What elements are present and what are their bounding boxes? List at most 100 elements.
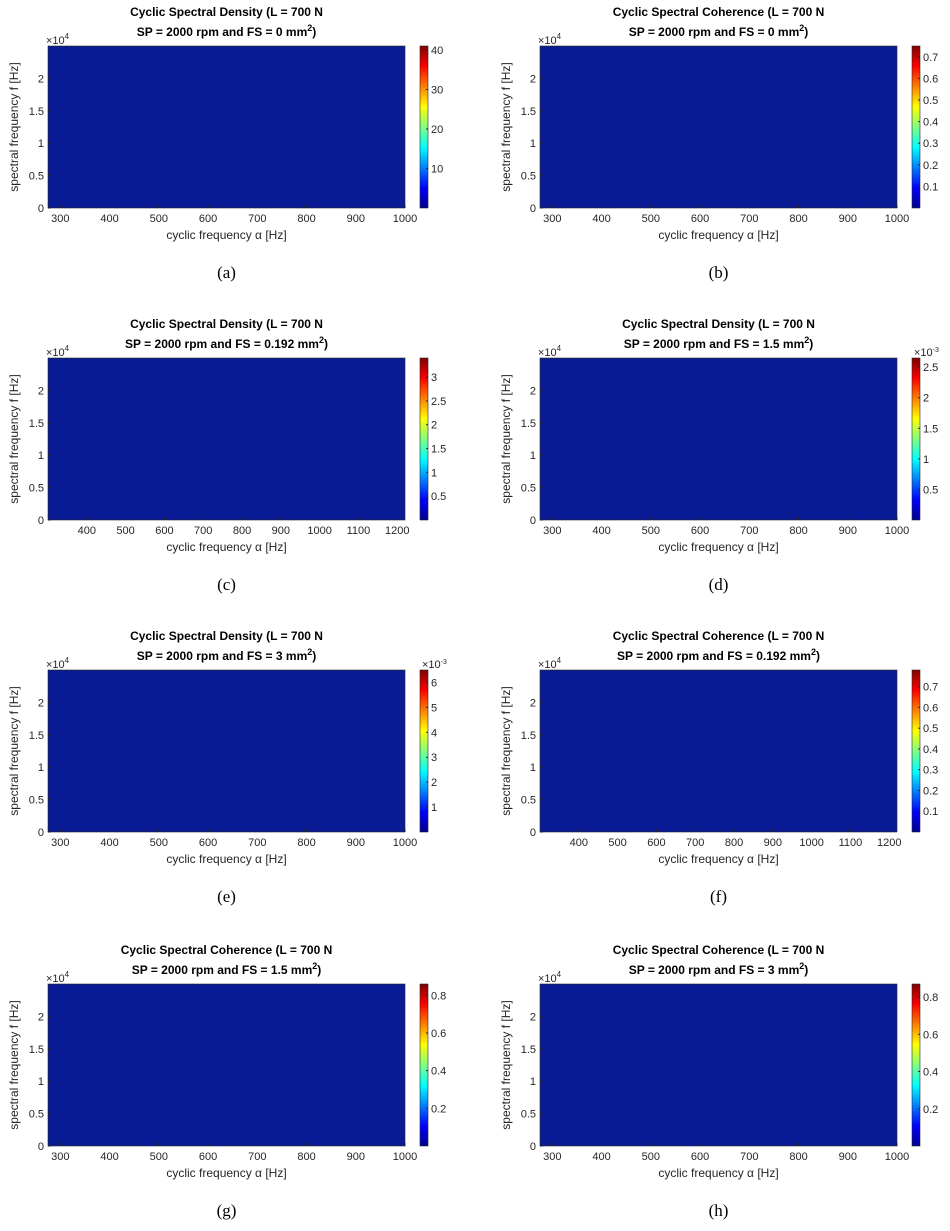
x-tick-label: 1100 [839, 837, 863, 849]
y-tick-label: 0 [530, 515, 536, 527]
y-tick-label: 2 [530, 73, 536, 85]
colorbar-tick-label: 2 [431, 420, 437, 432]
y-tick-label: 1 [38, 762, 44, 774]
x-tick-label: 800 [233, 525, 251, 537]
x-tick-label: 600 [199, 213, 217, 225]
y-exponent: ×104 [538, 970, 562, 985]
colorbar-tick-label: 4 [431, 727, 437, 739]
colorbar-tick-label: 1 [923, 454, 929, 466]
x-tick-label: 800 [725, 837, 743, 849]
subtitle-text: SP = 2000 rpm and FS = 0 mm [629, 25, 800, 39]
x-tick-label: 300 [51, 1151, 69, 1163]
caption: (h) [709, 1201, 729, 1220]
x-axis-label: cyclic frequency α [Hz] [658, 540, 778, 554]
x-tick-label: 900 [839, 213, 857, 225]
x-axis-label: cyclic frequency α [Hz] [166, 540, 286, 554]
y-tick-label: 0.5 [29, 1109, 44, 1121]
y-tick-label: 2 [38, 73, 44, 85]
subtitle-end: ) [317, 963, 321, 977]
colorbar-tick-label: 0.3 [923, 138, 938, 150]
caption: (c) [217, 575, 236, 594]
x-tick-label: 400 [592, 213, 610, 225]
subtitle-end: ) [809, 337, 813, 351]
exp-base: ×10 [422, 659, 441, 671]
colorbar-tick-label: 1 [431, 467, 437, 479]
subtitle-sup: 2 [804, 335, 809, 345]
chart-title: Cyclic Spectral Density (L = 700 N [130, 629, 323, 643]
colorbar-tick-label: 0.2 [923, 785, 938, 797]
y-exponent: ×104 [538, 32, 562, 47]
x-tick-label: 600 [199, 1151, 217, 1163]
y-exponent: ×104 [46, 344, 70, 359]
x-tick-label: 300 [51, 213, 69, 225]
exp-power: 4 [557, 656, 562, 665]
colorbar [419, 983, 429, 1147]
colorbar-tick-label: 2.5 [923, 362, 938, 374]
x-tick-label: 900 [839, 525, 857, 537]
y-tick-label: 1 [38, 1076, 44, 1088]
y-tick-label: 0.5 [521, 483, 536, 495]
chart-subtitle: SP = 2000 rpm and FS = 3 mm2) [137, 647, 317, 663]
exp-base: ×10 [46, 347, 65, 359]
x-tick-label: 700 [248, 213, 266, 225]
y-tick-label: 2 [38, 697, 44, 709]
caption: (a) [217, 263, 236, 282]
x-tick-label: 800 [789, 213, 807, 225]
y-tick-label: 1.5 [29, 418, 44, 430]
colorbar-tick-label: 20 [431, 124, 443, 136]
y-exponent: ×104 [46, 656, 70, 671]
colorbar-tick-label: 2 [431, 777, 437, 789]
x-tick-label: 600 [647, 837, 665, 849]
heatmap-field [47, 983, 406, 1147]
y-axis-label: spectral frequency f [Hz] [7, 374, 21, 503]
subtitle-text: SP = 2000 rpm and FS = 0.192 mm [125, 337, 319, 351]
colorbar-tick-label: 0.5 [923, 484, 938, 496]
x-tick-label: 800 [297, 213, 315, 225]
y-tick-label: 1.5 [29, 106, 44, 118]
y-tick-label: 2 [38, 1011, 44, 1023]
y-tick-label: 1.5 [521, 1044, 536, 1056]
caption: (b) [709, 263, 729, 282]
subtitle-end: ) [312, 649, 316, 663]
exp-base: ×10 [46, 973, 65, 985]
x-tick-label: 1000 [885, 213, 909, 225]
exp-base: ×10 [538, 35, 557, 47]
colorbar-tick-label: 5 [431, 702, 437, 714]
colorbar-tick-label: 0.2 [923, 160, 938, 172]
x-tick-label: 700 [248, 1151, 266, 1163]
x-tick-label: 900 [272, 525, 290, 537]
panel: Cyclic Spectral Density (L = 700 N SP = 2… [7, 5, 443, 282]
exp-power: 4 [65, 656, 70, 665]
x-tick-label: 700 [740, 525, 758, 537]
x-tick-label: 800 [297, 1151, 315, 1163]
x-tick-label: 700 [740, 1151, 758, 1163]
y-tick-label: 0 [38, 1141, 44, 1153]
colorbar [419, 669, 429, 833]
colorbar [911, 983, 921, 1147]
chart-subtitle: SP = 2000 rpm and FS = 0 mm2) [629, 23, 809, 39]
panel: Cyclic Spectral Density (L = 700 N SP = 2… [7, 317, 446, 594]
colorbar-tick-label: 0.6 [431, 1028, 446, 1040]
x-tick-label: 500 [608, 837, 626, 849]
panel: Cyclic Spectral Coherence (L = 700 N SP =… [499, 943, 938, 1220]
y-exponent: ×104 [538, 656, 562, 671]
colorbar-tick-label: 2 [923, 393, 929, 405]
exp-base: ×10 [46, 659, 65, 671]
caption: (g) [217, 1201, 237, 1220]
x-tick-label: 1000 [393, 213, 417, 225]
x-tick-label: 400 [100, 1151, 118, 1163]
y-tick-label: 2 [530, 697, 536, 709]
x-tick-label: 900 [839, 1151, 857, 1163]
x-tick-label: 400 [592, 1151, 610, 1163]
colorbar-tick-label: 40 [431, 45, 443, 57]
x-tick-label: 500 [150, 213, 168, 225]
exp-base: ×10 [538, 973, 557, 985]
subtitle-sup: 2 [312, 961, 317, 971]
x-tick-label: 600 [691, 1151, 709, 1163]
colorbar-tick-label: 0.8 [431, 990, 446, 1002]
chart-subtitle: SP = 2000 rpm and FS = 0 mm2) [137, 23, 317, 39]
chart-title: Cyclic Spectral Coherence (L = 700 N [613, 5, 825, 19]
y-tick-label: 1 [530, 762, 536, 774]
colorbar [911, 669, 921, 833]
